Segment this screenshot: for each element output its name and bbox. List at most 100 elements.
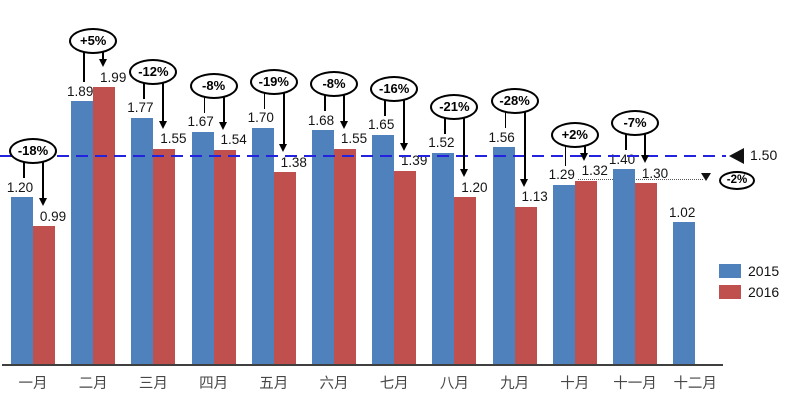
x-label-m3: 三月: [138, 376, 168, 392]
value-label-2015-m5: 1.70: [247, 110, 274, 126]
bar-2015-m4[interactable]: [191, 131, 214, 364]
pct-annotation-m5[interactable]: -19%: [249, 68, 298, 95]
bar-2016-m2[interactable]: [93, 87, 116, 364]
annotation-arrowhead-m6-icon: [339, 120, 348, 129]
pct-annotation-m2[interactable]: +5%: [69, 28, 118, 55]
bar-2016-m11[interactable]: [635, 183, 657, 364]
value-label-2015-m4: 1.67: [187, 114, 214, 130]
pct-annotation-m7[interactable]: -16%: [370, 75, 419, 102]
value-label-2016-m7: 1.39: [401, 153, 428, 169]
x-label-m6: 六月: [319, 376, 349, 392]
pct-annotation-m10[interactable]: +2%: [550, 121, 599, 148]
bar-2016-m1[interactable]: [33, 226, 55, 364]
bar-2015-m10[interactable]: [552, 184, 575, 364]
annotation-bracket-m11: [625, 134, 627, 151]
pct-annotation-m1[interactable]: -18%: [9, 138, 57, 165]
pct-annotation-m3[interactable]: -12%: [129, 58, 178, 85]
value-label-2016-m9: 1.13: [521, 189, 548, 205]
bar-2016-m7[interactable]: [394, 170, 417, 364]
value-label-2016-m2: 1.99: [100, 69, 127, 85]
legend-swatch-2016-icon: [719, 285, 741, 299]
legend: 2015 2016: [719, 263, 779, 300]
x-axis-line: [2, 364, 723, 366]
pct-annotation-m8[interactable]: -21%: [430, 93, 479, 120]
annotation-bracket-m4: [203, 96, 206, 113]
x-label-m5: 五月: [259, 376, 289, 392]
bar-2015-m12[interactable]: [673, 222, 696, 364]
bar-2016-m4[interactable]: [213, 149, 236, 364]
annotation-bracket-m8: [444, 117, 446, 134]
value-label-2016-m11: 1.30: [641, 165, 669, 181]
x-label-m1: 一月: [18, 376, 48, 392]
value-label-2016-m4: 1.54: [220, 132, 247, 148]
annotation-arrow-m6: [343, 95, 345, 122]
bar-2015-m1[interactable]: [11, 197, 33, 364]
connector-arrowhead-icon: [701, 173, 711, 181]
bar-2015-m7[interactable]: [372, 134, 395, 364]
value-label-2015-m3: 1.77: [127, 100, 154, 116]
reference-line-label: 1.50: [750, 146, 778, 163]
connector-pct-annotation[interactable]: -2%: [719, 171, 755, 190]
annotation-bracket-m5: [263, 92, 266, 109]
annotation-arrow-m7: [403, 99, 406, 144]
pct-annotation-m11[interactable]: -7%: [611, 110, 659, 137]
annotation-arrow-m5: [282, 92, 285, 146]
annotation-arrow-m3: [162, 82, 165, 122]
bar-2015-m9[interactable]: [492, 147, 515, 364]
bar-2015-m5[interactable]: [251, 127, 274, 364]
x-label-m4: 四月: [199, 376, 229, 392]
value-label-2015-m10: 1.29: [548, 167, 575, 183]
bar-2016-m5[interactable]: [273, 172, 296, 364]
x-label-m12: 十二月: [673, 376, 717, 392]
bar-2016-m6[interactable]: [334, 148, 356, 364]
x-label-m2: 二月: [78, 376, 108, 392]
annotation-bracket-m9: [504, 112, 507, 129]
value-label-2016-m6: 1.55: [340, 131, 368, 147]
annotation-arrowhead-m11-icon: [640, 155, 649, 164]
legend-item-2015[interactable]: 2015: [719, 263, 779, 279]
annotation-bracket-m7: [384, 99, 386, 116]
bar-2015-m8[interactable]: [432, 152, 455, 364]
x-label-m11: 十一月: [613, 376, 657, 392]
bar-2015-m6[interactable]: [312, 130, 334, 364]
annotation-bracket-m10: [564, 145, 567, 166]
value-label-2016-m10: 1.32: [581, 163, 608, 179]
x-label-m10: 十月: [560, 376, 590, 392]
annotation-arrow-m1: [42, 162, 44, 200]
annotation-bracket-m3: [143, 82, 145, 99]
value-label-2015-m1: 1.20: [6, 179, 34, 195]
bar-2016-m9[interactable]: [514, 206, 537, 364]
legend-swatch-2015-icon: [719, 264, 741, 278]
legend-label-2016: 2016: [748, 284, 780, 300]
annotation-arrowhead-m5-icon: [279, 144, 288, 153]
value-label-2015-m6: 1.68: [307, 112, 335, 128]
annotation-bracket-m2: [83, 52, 85, 83]
bar-2016-m3[interactable]: [153, 148, 176, 364]
annotation-arrow-m4: [222, 96, 225, 123]
pct-annotation-m6[interactable]: -8%: [310, 71, 358, 98]
annotation-arrow-m10: [583, 145, 586, 154]
pct-annotation-m4[interactable]: -8%: [189, 72, 238, 99]
value-label-2015-m2: 1.89: [67, 83, 94, 99]
bar-2015-m3[interactable]: [131, 117, 154, 364]
annotation-arrowhead-m3-icon: [158, 120, 167, 129]
legend-item-2016[interactable]: 2016: [719, 284, 779, 300]
value-label-2016-m5: 1.38: [280, 154, 307, 170]
annotation-arrowhead-m7-icon: [399, 142, 408, 151]
legend-label-2015: 2015: [748, 263, 780, 279]
connector-dotted-line: [578, 179, 703, 180]
x-label-m7: 七月: [379, 376, 409, 392]
pct-annotation-m9[interactable]: -28%: [490, 88, 539, 115]
x-label-m8: 八月: [439, 376, 469, 392]
value-label-2015-m7: 1.65: [368, 117, 395, 133]
value-label-2016-m8: 1.20: [461, 179, 488, 195]
annotation-bracket-m6: [324, 95, 326, 112]
bar-2015-m11[interactable]: [613, 169, 635, 364]
annotation-arrowhead-m10-icon: [580, 152, 589, 161]
bar-2016-m8[interactable]: [454, 197, 477, 364]
value-label-2015-m9: 1.56: [488, 129, 515, 145]
annotation-arrow-m8: [463, 117, 466, 171]
bar-2016-m10[interactable]: [574, 180, 597, 364]
bar-2015-m2[interactable]: [71, 101, 94, 364]
